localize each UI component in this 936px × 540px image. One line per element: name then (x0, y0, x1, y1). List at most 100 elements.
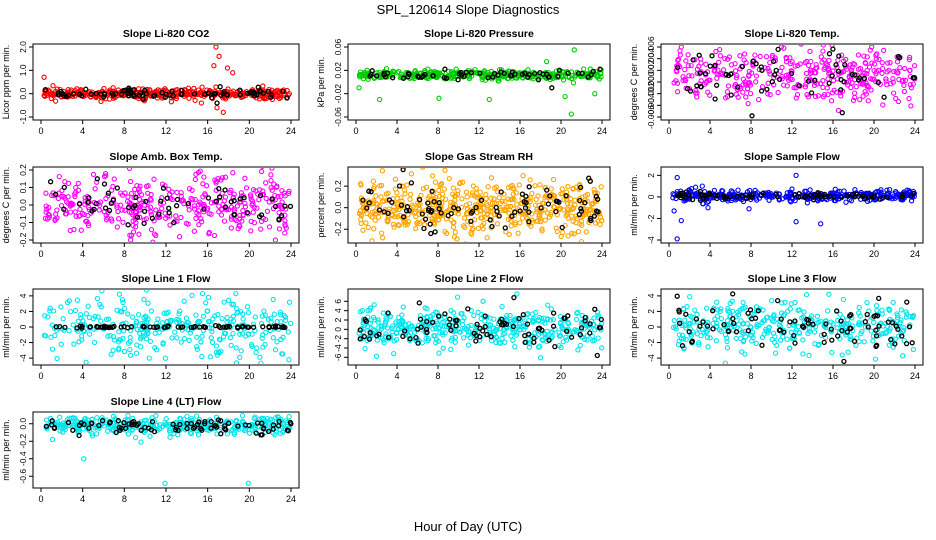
data-points (356, 47, 604, 117)
data-point (233, 217, 240, 224)
y-tick-label: -0.4 (18, 451, 28, 466)
data-point (495, 78, 501, 84)
data-point (519, 71, 526, 77)
data-point (170, 93, 176, 99)
data-point (159, 423, 166, 430)
data-point (367, 305, 374, 311)
data-point (221, 218, 228, 224)
data-point (527, 177, 533, 183)
data-point (728, 188, 734, 194)
y-tick-label: -4 (18, 354, 28, 362)
data-point (373, 193, 379, 199)
data-point (227, 335, 234, 341)
data-point (821, 339, 827, 346)
data-point (431, 212, 437, 219)
data-point (800, 337, 806, 343)
x-tick-label: 16 (828, 126, 838, 136)
data-point (485, 75, 491, 81)
data-point (212, 313, 218, 319)
data-point (567, 201, 573, 207)
data-point (78, 227, 84, 233)
data-point (480, 328, 486, 334)
data-point (107, 333, 113, 339)
data-point (208, 425, 214, 431)
data-point (475, 309, 481, 315)
data-point (49, 436, 56, 443)
data-point (540, 71, 546, 77)
data-point (796, 330, 803, 336)
data-point (549, 71, 556, 77)
data-point (189, 197, 196, 203)
data-point (228, 187, 234, 193)
data-point (282, 230, 288, 236)
data-point (910, 188, 917, 195)
data-point (766, 197, 772, 203)
data-point (132, 224, 139, 230)
data-point (363, 220, 369, 226)
data-point (845, 82, 851, 88)
data-point (68, 202, 74, 208)
data-point (591, 315, 597, 321)
data-point (463, 189, 470, 195)
data-point (827, 69, 833, 76)
data-point (177, 415, 183, 422)
data-point (115, 216, 122, 222)
data-point (781, 311, 788, 317)
data-point (498, 189, 504, 195)
data-point (519, 215, 526, 221)
data-point (145, 190, 151, 196)
x-tick-label: 16 (203, 494, 213, 504)
data-point (890, 299, 896, 306)
data-point (376, 69, 382, 76)
data-point (381, 340, 387, 346)
data-point (58, 202, 65, 209)
data-point (200, 181, 206, 187)
data-point (425, 336, 432, 342)
data-point (83, 218, 89, 224)
data-point (71, 91, 77, 97)
data-point (587, 321, 593, 327)
data-point (457, 180, 463, 186)
data-point (184, 425, 190, 432)
x-tick-label: 20 (244, 249, 254, 259)
data-point (806, 352, 812, 359)
data-point (396, 314, 402, 321)
data-point (371, 302, 377, 308)
data-point (678, 217, 684, 224)
series-subset (675, 46, 918, 119)
data-point (857, 96, 863, 103)
data-point (718, 315, 725, 322)
data-point (401, 217, 407, 223)
data-point (527, 195, 533, 201)
data-point (724, 89, 731, 95)
data-point (896, 55, 903, 61)
data-point (808, 58, 814, 65)
data-point (53, 324, 59, 330)
data-point (233, 417, 240, 424)
data-point (749, 338, 755, 344)
data-point (229, 427, 235, 433)
data-point (155, 214, 161, 221)
data-point (765, 189, 772, 196)
data-point (549, 330, 555, 336)
data-point (179, 87, 185, 94)
data-point (413, 334, 419, 341)
data-point (248, 228, 254, 234)
data-point (725, 305, 731, 312)
data-point (213, 45, 219, 50)
data-point (71, 422, 77, 429)
data-point (489, 200, 495, 207)
x-tick-label: 20 (244, 126, 254, 136)
data-point (880, 102, 886, 108)
y-tick-label: -0.006 (646, 105, 656, 129)
data-point (759, 342, 765, 348)
data-point (879, 70, 885, 77)
data-point (814, 65, 820, 71)
data-point (823, 193, 829, 200)
data-point (483, 191, 489, 198)
data-point (488, 195, 494, 201)
data-point (584, 191, 591, 198)
data-point (769, 79, 775, 85)
data-point (753, 73, 760, 79)
